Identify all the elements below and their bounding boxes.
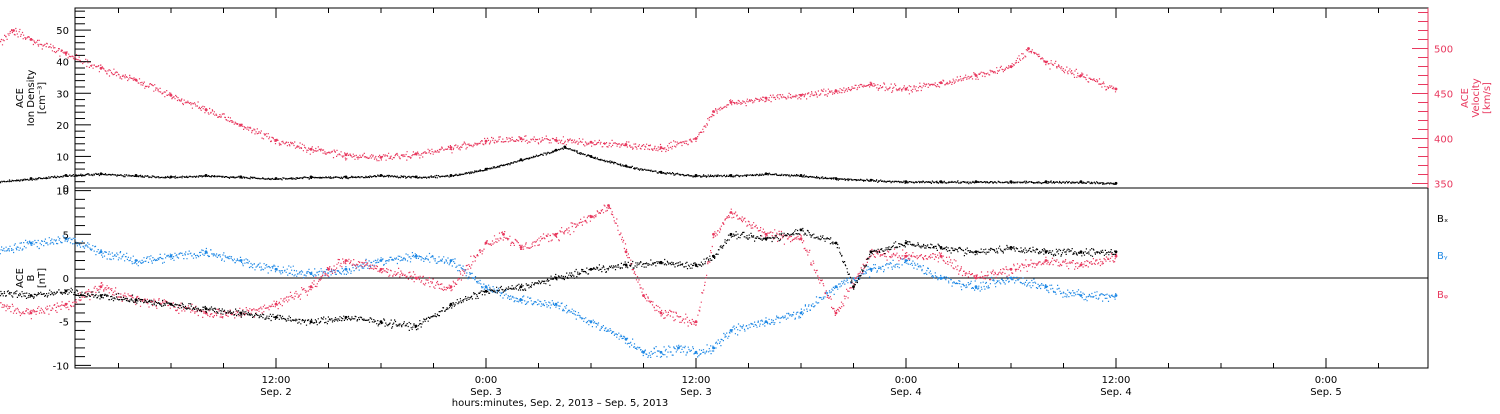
velocity-axis-label-line: Velocity: [1471, 78, 1482, 117]
bx-series: [0, 227, 1118, 331]
bx-series-cloud: [0, 227, 1117, 331]
velocity-axis-label-line: ACE: [1460, 88, 1471, 108]
bz-series-point: [519, 246, 523, 249]
bx-series-point: [99, 294, 103, 297]
bz-series: [0, 204, 1118, 327]
b-tick-label: 5: [63, 230, 69, 241]
b-tick-label: 10: [56, 187, 69, 198]
density-tick-label: 30: [56, 89, 69, 100]
velocity-tick-label: 450: [1434, 90, 1453, 101]
bz-series-point: [554, 232, 558, 236]
b-tick-label: 0: [63, 274, 69, 285]
bz-series-point: [904, 254, 908, 258]
bz-series-point: [1114, 254, 1118, 258]
x-tick-time-label: 12:00: [682, 375, 711, 386]
b-legend-entry: Bᵩ: [1437, 290, 1448, 301]
by-series-cloud: [0, 235, 1117, 358]
density-tick-label: 50: [56, 26, 69, 37]
velocity-series-point: [764, 96, 768, 100]
x-tick-date-label: Sep. 3: [470, 387, 502, 398]
by-series-point: [414, 254, 418, 258]
velocity-axis-label-line: [km/s]: [1482, 82, 1493, 114]
density-axis-label: ACE Ion Density [cm⁻³]: [15, 70, 48, 127]
bz-series-point: [502, 232, 505, 236]
bx-series-point: [519, 285, 523, 289]
density-axis-label-line: Ion Density: [26, 70, 37, 127]
bz-series-point: [99, 285, 103, 289]
bz-series-point: [939, 254, 943, 258]
bz-series-point: [449, 285, 453, 289]
velocity-series: [0, 27, 1118, 162]
by-series-point: [799, 311, 803, 315]
x-tick-time-label: 0:00: [1315, 375, 1337, 386]
b-axis-label-line: B: [26, 274, 37, 281]
x-tick-time-label: 0:00: [895, 375, 917, 386]
density-axis-label-line: ACE: [15, 88, 26, 108]
b-axis-label: ACE B [nT]: [15, 268, 48, 288]
density-tick-label: 0: [63, 184, 69, 195]
velocity-tick-label: 400: [1434, 135, 1453, 146]
bz-series-point: [1044, 259, 1048, 262]
by-series-point: [169, 254, 173, 258]
velocity-series-point: [869, 83, 873, 86]
x-tick-time-label: 12:00: [262, 375, 291, 386]
by-series-point: [1114, 294, 1118, 297]
bz-series-point: [624, 250, 628, 254]
x-tick-date-label: Sep. 4: [890, 387, 922, 398]
density-tick-label: 20: [56, 121, 69, 132]
b-tick-label: -5: [59, 318, 69, 329]
x-tick-time-label: 12:00: [1102, 375, 1131, 386]
density-axis-label-line: [cm⁻³]: [37, 82, 48, 114]
velocity-tick-label: 350: [1434, 180, 1453, 191]
velocity-series-point: [449, 146, 453, 149]
density-series: [0, 145, 1118, 185]
velocity-series-cloud: [0, 27, 1117, 162]
x-tick-date-label: Sep. 5: [1310, 387, 1342, 398]
x-axis-caption: hours:minutes, Sep. 2, 2013 – Sep. 5, 20…: [452, 398, 668, 409]
density-tick-label: 10: [56, 152, 69, 163]
by-series: [0, 235, 1118, 358]
density-series-point: [904, 180, 908, 184]
velocity-axis-label: ACE Velocity [km/s]: [1460, 78, 1493, 117]
x-tick-date-label: Sep. 2: [260, 387, 292, 398]
density-tick-label: 40: [56, 58, 69, 69]
b-tick-label: -10: [53, 361, 69, 372]
bz-series-point: [834, 311, 838, 315]
density-series-cloud: [0, 146, 1117, 185]
velocity-tick-label: 500: [1434, 45, 1453, 56]
b-legend-entry: Bᵧ: [1437, 251, 1448, 262]
by-series-point: [974, 285, 978, 289]
panel-top-frame: [74, 7, 1429, 189]
b-axis-label-line: [nT]: [37, 268, 48, 288]
b-legend-entry: Bₓ: [1437, 214, 1448, 225]
bz-series-cloud: [0, 204, 1118, 327]
velocity-series-point: [659, 146, 663, 149]
x-tick-time-label: 0:00: [475, 375, 497, 386]
x-tick-date-label: Sep. 4: [1100, 387, 1132, 398]
b-axis-label-line: ACE: [15, 268, 26, 288]
velocity-series-point: [344, 153, 348, 157]
bz-series-point: [712, 232, 715, 236]
x-tick-date-label: Sep. 3: [680, 387, 712, 398]
bz-series-point: [29, 311, 33, 315]
